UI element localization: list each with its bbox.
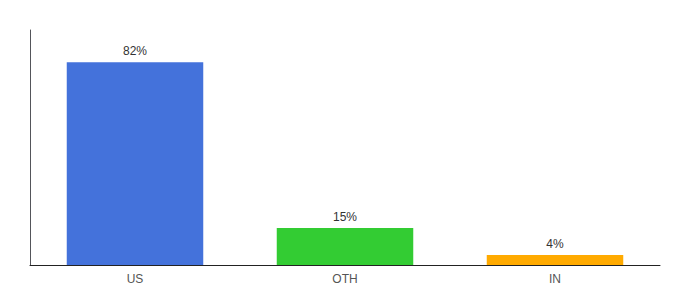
svg-text:4%: 4% xyxy=(546,237,564,251)
svg-text:82%: 82% xyxy=(123,44,147,58)
svg-text:OTH: OTH xyxy=(332,272,357,286)
svg-text:15%: 15% xyxy=(333,210,357,224)
svg-text:IN: IN xyxy=(549,272,561,286)
svg-text:US: US xyxy=(127,272,144,286)
